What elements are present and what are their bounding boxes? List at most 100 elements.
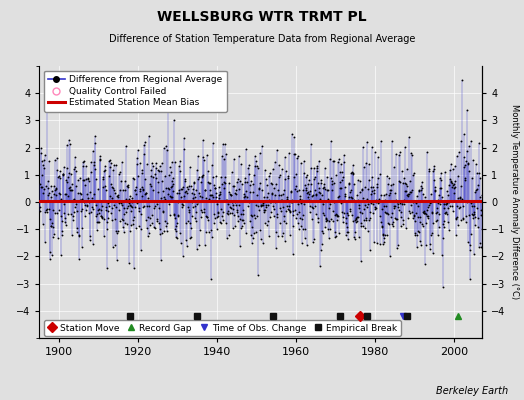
Point <box>93 218 102 225</box>
Point <box>309 239 318 246</box>
Point <box>257 202 266 209</box>
Point <box>181 220 190 226</box>
Point <box>230 212 238 218</box>
Point <box>471 222 479 228</box>
Point <box>198 173 206 180</box>
Point <box>294 226 303 232</box>
Point <box>60 164 68 170</box>
Point <box>191 215 199 221</box>
Point <box>453 153 461 160</box>
Point <box>283 173 292 179</box>
Point <box>293 187 302 194</box>
Point <box>364 228 372 234</box>
Point <box>393 245 401 252</box>
Point <box>296 192 304 199</box>
Point <box>409 199 417 205</box>
Point <box>365 215 374 221</box>
Point <box>130 204 139 210</box>
Point <box>171 214 179 221</box>
Point <box>428 210 436 216</box>
Point <box>125 196 133 202</box>
Point <box>37 184 46 190</box>
Point <box>62 222 70 228</box>
Point <box>453 194 462 201</box>
Point <box>90 191 98 197</box>
Point <box>289 251 297 257</box>
Point <box>430 166 438 172</box>
Point <box>328 180 336 187</box>
Point <box>217 220 225 226</box>
Point <box>227 199 236 205</box>
Point <box>72 168 80 174</box>
Point <box>447 178 455 184</box>
Point <box>168 193 177 200</box>
Point <box>331 212 339 218</box>
Point <box>254 165 263 171</box>
Point <box>348 162 357 168</box>
Point <box>433 217 441 224</box>
Point <box>314 185 323 191</box>
Point <box>199 154 208 160</box>
Point <box>363 204 371 210</box>
Point <box>237 161 246 168</box>
Point <box>276 172 285 178</box>
Point <box>59 172 68 178</box>
Point <box>297 200 305 206</box>
Point <box>325 201 334 208</box>
Point <box>456 194 464 200</box>
Point <box>470 203 478 209</box>
Point <box>100 167 108 174</box>
Point <box>292 171 301 177</box>
Point <box>246 218 255 225</box>
Point <box>257 236 265 242</box>
Point <box>395 207 403 213</box>
Point <box>341 184 349 190</box>
Point <box>64 174 72 180</box>
Point <box>334 212 342 219</box>
Point <box>162 228 171 234</box>
Point <box>459 216 467 223</box>
Point <box>81 202 89 208</box>
Point <box>172 189 181 196</box>
Point <box>348 168 356 175</box>
Point <box>394 201 402 207</box>
Point <box>261 167 270 174</box>
Point <box>277 196 286 203</box>
Point <box>266 199 274 206</box>
Point <box>234 176 242 182</box>
Point <box>265 173 274 179</box>
Point <box>315 189 323 195</box>
Point <box>249 188 257 195</box>
Point <box>214 208 222 215</box>
Point <box>53 210 62 217</box>
Point <box>390 203 398 210</box>
Point <box>244 165 252 172</box>
Point <box>230 183 238 189</box>
Point <box>79 159 87 166</box>
Point <box>132 184 140 190</box>
Point <box>197 179 205 186</box>
Point <box>350 197 358 203</box>
Point <box>213 213 222 220</box>
Point <box>403 182 411 189</box>
Point <box>462 158 470 164</box>
Point <box>64 170 73 176</box>
Point <box>217 206 225 212</box>
Point <box>374 200 383 206</box>
Point <box>61 215 69 222</box>
Point <box>208 162 216 168</box>
Point <box>328 178 336 184</box>
Point <box>364 201 372 207</box>
Point <box>133 198 141 204</box>
Point <box>97 212 105 219</box>
Point <box>132 224 140 231</box>
Point <box>215 192 223 198</box>
Point <box>353 218 362 224</box>
Point <box>355 204 363 211</box>
Point <box>301 185 310 192</box>
Point <box>70 164 79 170</box>
Point <box>146 222 155 228</box>
Point <box>193 153 202 159</box>
Point <box>308 216 316 223</box>
Point <box>264 218 272 225</box>
